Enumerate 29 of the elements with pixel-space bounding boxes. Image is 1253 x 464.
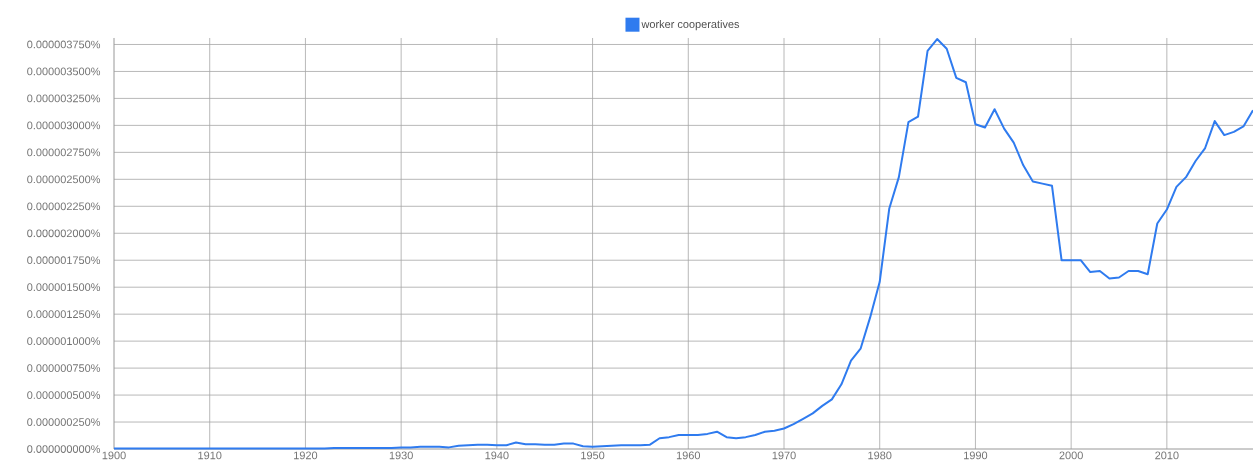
y-tick-label: 0.000002000% — [27, 229, 101, 238]
y-tick-label: 0.000000500% — [27, 391, 101, 399]
x-tick-label: 1900 — [102, 451, 126, 460]
y-tick-label: 0.000002250% — [27, 202, 101, 211]
x-tick-label: 1920 — [294, 451, 318, 460]
y-tick-label: 0.000001750% — [27, 256, 101, 265]
y-tick-label: 0.000000750% — [27, 364, 101, 372]
y-tick-label: 0.000003000% — [27, 121, 101, 130]
y-tick-label: 0.000001000% — [27, 337, 101, 346]
y-tick-label: 0.000003250% — [27, 94, 101, 103]
x-tick-label: 1940 — [485, 451, 509, 460]
x-tick-label: 2010 — [1155, 451, 1179, 460]
x-tick-label: 1970 — [772, 451, 796, 460]
x-tick-label: 1910 — [198, 451, 222, 460]
y-tick-label: 0.000002500% — [27, 175, 101, 184]
x-tick-label: 2000 — [1059, 451, 1083, 460]
y-tick-label: 0.000000250% — [27, 418, 101, 426]
y-tick-label: 0.000000000% — [27, 445, 101, 453]
y-tick-label: 0.000001500% — [27, 283, 101, 292]
x-tick-label: 1950 — [581, 451, 605, 460]
x-tick-label: 1960 — [676, 451, 701, 460]
x-tick-label: 1930 — [389, 451, 413, 460]
legend-label: worker cooperatives — [641, 19, 740, 31]
x-tick-label: 1980 — [868, 451, 892, 460]
y-tick-label: 0.000001250% — [27, 310, 101, 319]
y-tick-label: 0.000003500% — [27, 67, 101, 76]
y-tick-label: 0.000002750% — [27, 148, 101, 157]
x-tick-label: 1990 — [964, 451, 988, 460]
y-tick-label: 0.000003750% — [27, 40, 101, 49]
